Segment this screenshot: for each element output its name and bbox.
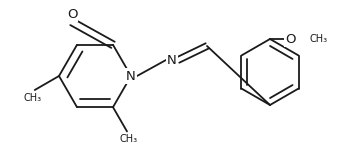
Text: N: N — [126, 69, 136, 83]
Text: O: O — [285, 32, 295, 45]
Text: O: O — [67, 8, 77, 20]
Text: CH₃: CH₃ — [310, 34, 328, 44]
Text: N: N — [167, 53, 177, 67]
Text: CH₃: CH₃ — [24, 93, 42, 103]
Text: CH₃: CH₃ — [120, 134, 138, 144]
